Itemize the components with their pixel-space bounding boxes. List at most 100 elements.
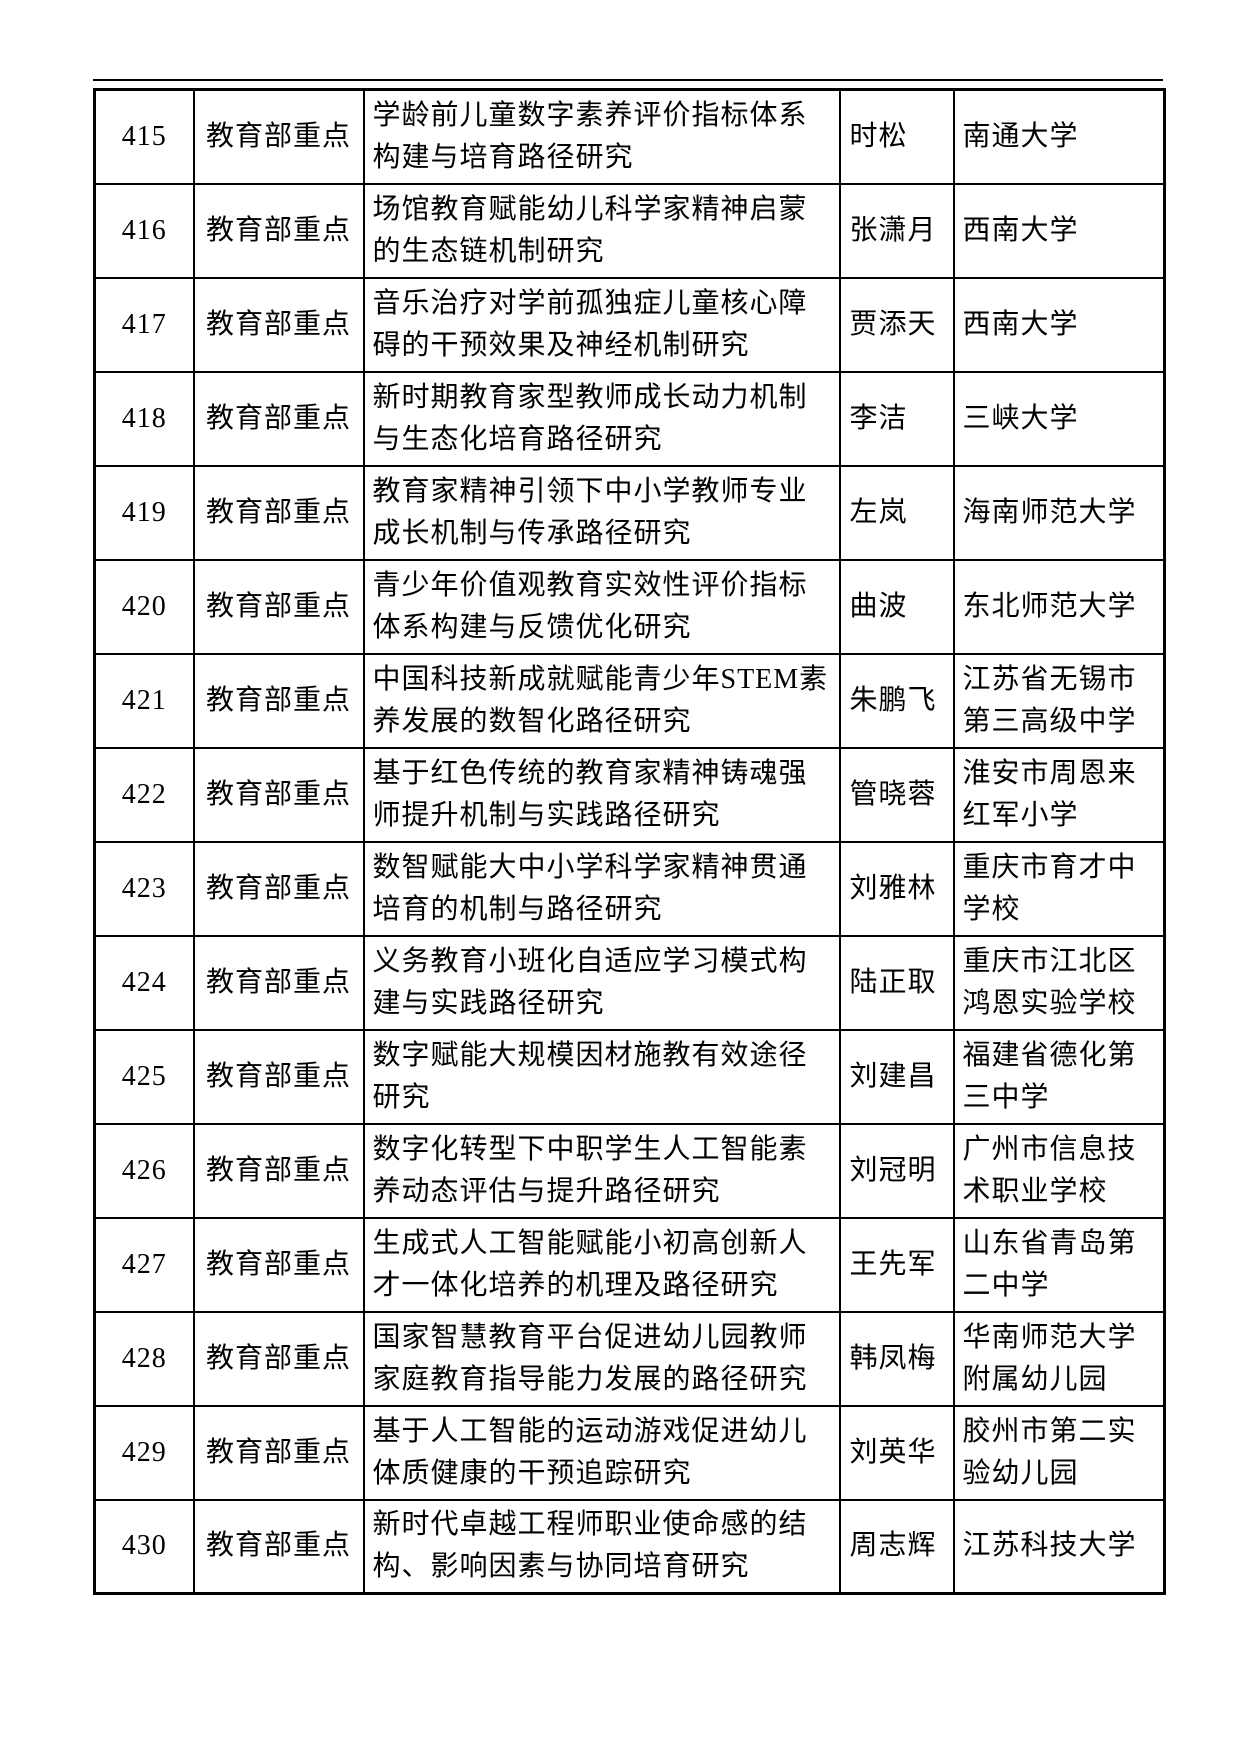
row-number-cell: 424 [93, 934, 195, 1031]
institution-cell: 胶州市第二实验幼儿园 [952, 1404, 1166, 1501]
table-row: 429 教育部重点 基于人工智能的运动游戏促进幼儿体质健康的干预追踪研究 刘英华… [93, 1404, 1166, 1501]
institution-cell: 西南大学 [952, 182, 1166, 279]
row-number-cell: 423 [93, 840, 195, 937]
leader-name-cell: 周志辉 [838, 1498, 955, 1595]
project-title-cell: 中国科技新成就赋能青少年STEM素养发展的数智化路径研究 [362, 652, 841, 749]
row-number-cell: 418 [93, 370, 195, 467]
row-number-cell: 429 [93, 1404, 195, 1501]
table-row: 420 教育部重点 青少年价值观教育实效性评价指标体系构建与反馈优化研究 曲波 … [93, 558, 1166, 655]
institution-cell: 福建省德化第三中学 [952, 1028, 1166, 1125]
category-cell: 教育部重点 [192, 558, 365, 655]
table-row: 415 教育部重点 学龄前儿童数字素养评价指标体系构建与培育路径研究 时松 南通… [93, 88, 1166, 185]
leader-name-cell: 左岚 [838, 464, 955, 561]
table-row: 417 教育部重点 音乐治疗对学前孤独症儿童核心障碍的干预效果及神经机制研究 贾… [93, 276, 1166, 373]
projects-table-body: 415 教育部重点 学龄前儿童数字素养评价指标体系构建与培育路径研究 时松 南通… [93, 88, 1166, 1595]
category-cell: 教育部重点 [192, 182, 365, 279]
leader-name-cell: 贾添天 [838, 276, 955, 373]
row-number-cell: 425 [93, 1028, 195, 1125]
project-title-cell: 学龄前儿童数字素养评价指标体系构建与培育路径研究 [362, 88, 841, 185]
project-title-cell: 国家智慧教育平台促进幼儿园教师家庭教育指导能力发展的路径研究 [362, 1310, 841, 1407]
table-row: 423 教育部重点 数智赋能大中小学科学家精神贯通培育的机制与路径研究 刘雅林 … [93, 840, 1166, 937]
table-row: 424 教育部重点 义务教育小班化自适应学习模式构建与实践路径研究 陆正取 重庆… [93, 934, 1166, 1031]
row-number-cell: 416 [93, 182, 195, 279]
institution-cell: 东北师范大学 [952, 558, 1166, 655]
institution-cell: 重庆市育才中学校 [952, 840, 1166, 937]
leader-name-cell: 朱鹏飞 [838, 652, 955, 749]
leader-name-cell: 刘建昌 [838, 1028, 955, 1125]
project-title-cell: 基于人工智能的运动游戏促进幼儿体质健康的干预追踪研究 [362, 1404, 841, 1501]
leader-name-cell: 张潇月 [838, 182, 955, 279]
leader-name-cell: 刘冠明 [838, 1122, 955, 1219]
project-title-cell: 新时代卓越工程师职业使命感的结构、影响因素与协同培育研究 [362, 1498, 841, 1595]
row-number-cell: 426 [93, 1122, 195, 1219]
table-row: 421 教育部重点 中国科技新成就赋能青少年STEM素养发展的数智化路径研究 朱… [93, 652, 1166, 749]
project-title-cell: 青少年价值观教育实效性评价指标体系构建与反馈优化研究 [362, 558, 841, 655]
category-cell: 教育部重点 [192, 1404, 365, 1501]
table-row: 418 教育部重点 新时期教育家型教师成长动力机制与生态化培育路径研究 李洁 三… [93, 370, 1166, 467]
category-cell: 教育部重点 [192, 746, 365, 843]
row-number-cell: 421 [93, 652, 195, 749]
institution-cell: 海南师范大学 [952, 464, 1166, 561]
category-cell: 教育部重点 [192, 276, 365, 373]
project-title-cell: 场馆教育赋能幼儿科学家精神启蒙的生态链机制研究 [362, 182, 841, 279]
category-cell: 教育部重点 [192, 370, 365, 467]
institution-cell: 淮安市周恩来红军小学 [952, 746, 1166, 843]
table-row: 430 教育部重点 新时代卓越工程师职业使命感的结构、影响因素与协同培育研究 周… [93, 1498, 1166, 1595]
table-row: 416 教育部重点 场馆教育赋能幼儿科学家精神启蒙的生态链机制研究 张潇月 西南… [93, 182, 1166, 279]
category-cell: 教育部重点 [192, 934, 365, 1031]
leader-name-cell: 曲波 [838, 558, 955, 655]
row-number-cell: 420 [93, 558, 195, 655]
leader-name-cell: 时松 [838, 88, 955, 185]
table-continuation-rule [93, 79, 1163, 81]
row-number-cell: 415 [93, 88, 195, 185]
category-cell: 教育部重点 [192, 652, 365, 749]
row-number-cell: 427 [93, 1216, 195, 1313]
category-cell: 教育部重点 [192, 840, 365, 937]
project-title-cell: 数智赋能大中小学科学家精神贯通培育的机制与路径研究 [362, 840, 841, 937]
leader-name-cell: 刘英华 [838, 1404, 955, 1501]
institution-cell: 三峡大学 [952, 370, 1166, 467]
row-number-cell: 419 [93, 464, 195, 561]
table-row: 426 教育部重点 数字化转型下中职学生人工智能素养动态评估与提升路径研究 刘冠… [93, 1122, 1166, 1219]
leader-name-cell: 李洁 [838, 370, 955, 467]
table-row: 422 教育部重点 基于红色传统的教育家精神铸魂强师提升机制与实践路径研究 管晓… [93, 746, 1166, 843]
table-row: 425 教育部重点 数字赋能大规模因材施教有效途径研究 刘建昌 福建省德化第三中… [93, 1028, 1166, 1125]
project-title-cell: 音乐治疗对学前孤独症儿童核心障碍的干预效果及神经机制研究 [362, 276, 841, 373]
leader-name-cell: 陆正取 [838, 934, 955, 1031]
institution-cell: 重庆市江北区鸿恩实验学校 [952, 934, 1166, 1031]
project-title-cell: 基于红色传统的教育家精神铸魂强师提升机制与实践路径研究 [362, 746, 841, 843]
row-number-cell: 417 [93, 276, 195, 373]
category-cell: 教育部重点 [192, 1310, 365, 1407]
institution-cell: 华南师范大学附属幼儿园 [952, 1310, 1166, 1407]
row-number-cell: 422 [93, 746, 195, 843]
projects-table: 415 教育部重点 学龄前儿童数字素养评价指标体系构建与培育路径研究 时松 南通… [93, 88, 1166, 1595]
project-title-cell: 新时期教育家型教师成长动力机制与生态化培育路径研究 [362, 370, 841, 467]
institution-cell: 江苏科技大学 [952, 1498, 1166, 1595]
leader-name-cell: 管晓蓉 [838, 746, 955, 843]
table-row: 427 教育部重点 生成式人工智能赋能小初高创新人才一体化培养的机理及路径研究 … [93, 1216, 1166, 1313]
institution-cell: 南通大学 [952, 88, 1166, 185]
project-title-cell: 教育家精神引领下中小学教师专业成长机制与传承路径研究 [362, 464, 841, 561]
category-cell: 教育部重点 [192, 1498, 365, 1595]
category-cell: 教育部重点 [192, 1122, 365, 1219]
table-row: 419 教育部重点 教育家精神引领下中小学教师专业成长机制与传承路径研究 左岚 … [93, 464, 1166, 561]
row-number-cell: 430 [93, 1498, 195, 1595]
table-row: 428 教育部重点 国家智慧教育平台促进幼儿园教师家庭教育指导能力发展的路径研究… [93, 1310, 1166, 1407]
leader-name-cell: 韩凤梅 [838, 1310, 955, 1407]
category-cell: 教育部重点 [192, 88, 365, 185]
category-cell: 教育部重点 [192, 1028, 365, 1125]
category-cell: 教育部重点 [192, 464, 365, 561]
project-title-cell: 数字赋能大规模因材施教有效途径研究 [362, 1028, 841, 1125]
project-title-cell: 生成式人工智能赋能小初高创新人才一体化培养的机理及路径研究 [362, 1216, 841, 1313]
category-cell: 教育部重点 [192, 1216, 365, 1313]
institution-cell: 广州市信息技术职业学校 [952, 1122, 1166, 1219]
project-title-cell: 数字化转型下中职学生人工智能素养动态评估与提升路径研究 [362, 1122, 841, 1219]
leader-name-cell: 王先军 [838, 1216, 955, 1313]
row-number-cell: 428 [93, 1310, 195, 1407]
leader-name-cell: 刘雅林 [838, 840, 955, 937]
project-title-cell: 义务教育小班化自适应学习模式构建与实践路径研究 [362, 934, 841, 1031]
institution-cell: 山东省青岛第二中学 [952, 1216, 1166, 1313]
institution-cell: 江苏省无锡市第三高级中学 [952, 652, 1166, 749]
institution-cell: 西南大学 [952, 276, 1166, 373]
